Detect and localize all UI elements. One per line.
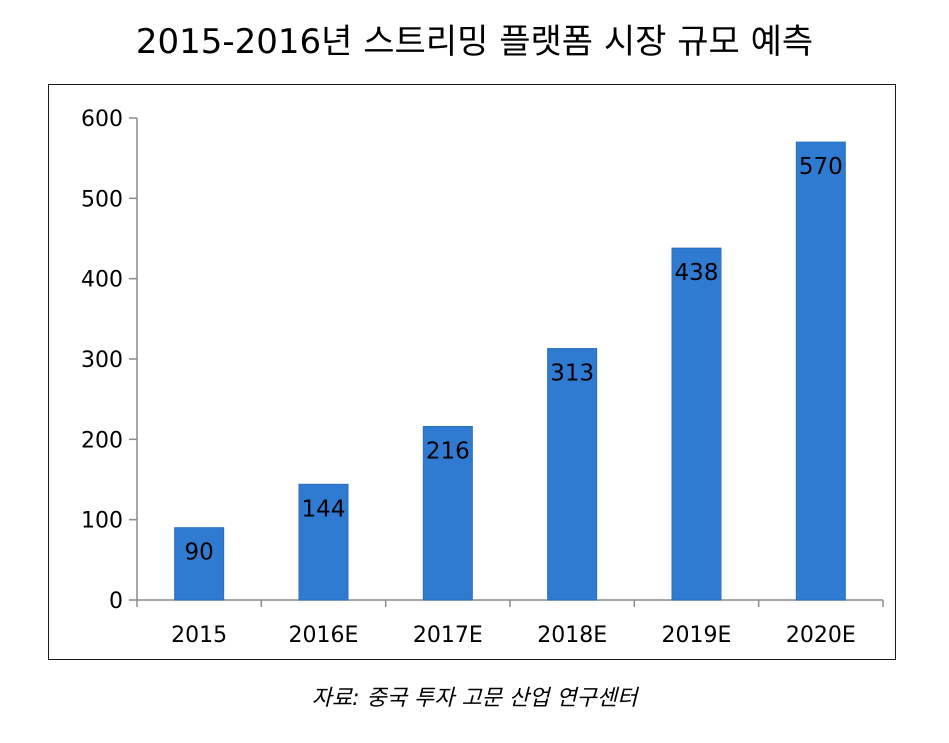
y-tick-label: 300 xyxy=(81,348,123,373)
data-label-2017E: 216 xyxy=(426,438,470,464)
y-tick-label: 100 xyxy=(81,509,123,534)
y-tick-label: 600 xyxy=(81,107,123,132)
x-tick-label-2016E: 2016E xyxy=(289,623,359,648)
bar-2015 xyxy=(174,527,225,601)
data-label-2016E: 144 xyxy=(302,496,346,522)
x-tick-label-2017E: 2017E xyxy=(413,623,483,648)
y-axis: 0 100 200 300 400 500 600 xyxy=(81,107,138,614)
x-tick-label-2019E: 2019E xyxy=(662,623,732,648)
data-labels: 90 144 216 313 438 570 xyxy=(185,154,843,566)
x-axis: 2015 2016E 2017E 2018E 2019E 2020E xyxy=(136,599,884,648)
x-tick-label-2015: 2015 xyxy=(171,623,227,648)
bar-2020E xyxy=(795,141,846,601)
y-tick-label: 500 xyxy=(81,187,123,212)
data-label-2019E: 438 xyxy=(675,260,719,286)
y-tick-label: 400 xyxy=(81,268,123,293)
bar-2019E xyxy=(671,247,722,601)
bars xyxy=(174,141,846,601)
source-note: 자료: 중국 투자 고문 산업 연구센터 xyxy=(311,686,638,711)
chart-title: 2015-2016년 스트리밍 플랫폼 시장 규모 예측 xyxy=(135,22,814,62)
x-tick-label-2018E: 2018E xyxy=(537,623,607,648)
bar-2017E xyxy=(422,425,473,601)
bar-2016E xyxy=(298,483,349,601)
data-label-2020E: 570 xyxy=(799,154,843,180)
y-tick-label: 0 xyxy=(109,589,123,614)
x-tick-label-2020E: 2020E xyxy=(786,623,856,648)
bar-2018E xyxy=(547,348,598,601)
y-tick-label: 200 xyxy=(81,428,123,453)
data-label-2015: 90 xyxy=(185,540,214,566)
data-label-2018E: 313 xyxy=(550,361,594,387)
